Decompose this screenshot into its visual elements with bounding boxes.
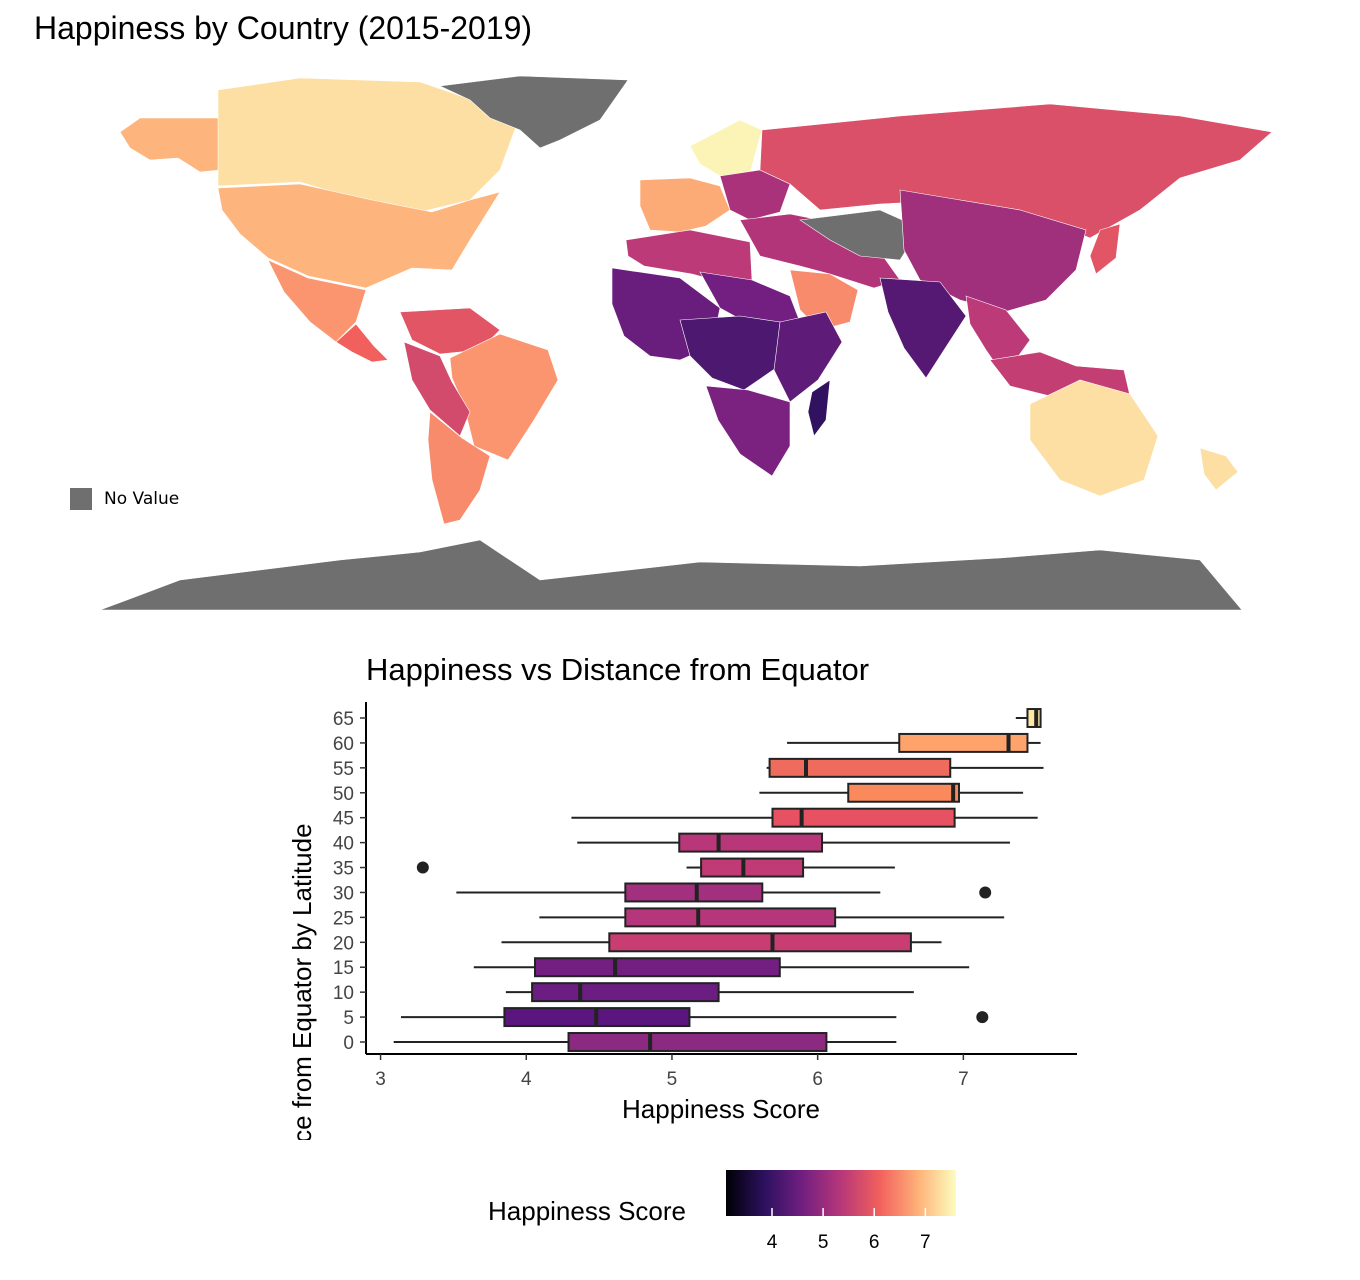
map-region-antarctica <box>99 539 1243 611</box>
box <box>534 957 781 978</box>
map-region-japan <box>1089 223 1121 275</box>
legend-tick-label: 5 <box>817 1232 829 1253</box>
box <box>768 757 952 778</box>
map-region-central-america <box>335 323 389 363</box>
y-tick-label: 0 <box>343 1033 354 1054</box>
map-region-east-africa <box>773 311 843 403</box>
map-region-saudi-arabia <box>789 269 859 331</box>
box-group-45 <box>571 807 1038 828</box>
y-tick-label: 25 <box>333 908 354 929</box>
box <box>624 907 837 928</box>
map-title: Happiness by Country (2015-2019) <box>34 10 533 46</box>
box <box>608 932 912 953</box>
box <box>1026 708 1042 728</box>
y-tick-label: 65 <box>333 709 354 730</box>
chart-title: Happiness vs Distance from Equator <box>366 652 869 687</box>
map-region-china-mongolia <box>899 189 1087 313</box>
box-group-60 <box>787 732 1041 753</box>
boxplot-chart: Happiness vs Distance from Equator Dista… <box>287 652 1077 1140</box>
x-tick-label: 5 <box>667 1069 678 1090</box>
map-region-russia <box>759 103 1273 239</box>
box-group-30 <box>456 882 992 903</box>
x-tick-label: 3 <box>375 1069 386 1090</box>
box <box>771 807 956 828</box>
legend-tick-label: 4 <box>766 1232 778 1253</box>
box-group-55 <box>766 757 1044 778</box>
y-tick-label: 45 <box>333 809 354 830</box>
box <box>567 1032 828 1052</box>
no-value-swatch <box>70 488 92 510</box>
outlier-point <box>976 1011 989 1024</box>
y-tick-label: 10 <box>333 983 354 1004</box>
legend-tick-label: 6 <box>868 1232 880 1253</box>
map-region-australia <box>1029 379 1159 497</box>
map-region-southern-africa <box>705 385 791 477</box>
box-group-35 <box>416 857 895 878</box>
box <box>678 832 824 853</box>
x-tick-label: 4 <box>521 1069 532 1090</box>
legend-colorbar <box>726 1170 956 1216</box>
y-tick-label: 5 <box>343 1008 354 1029</box>
x-axis-label: Happiness Score <box>622 1094 820 1124</box>
outlier-point <box>979 886 992 899</box>
map-region-peru-bolivia <box>403 341 471 437</box>
y-tick-label: 20 <box>333 933 354 954</box>
map-region-scandinavia <box>689 119 763 181</box>
map-region-usa <box>217 183 501 289</box>
box-group-40 <box>577 832 1010 853</box>
x-tick-label: 6 <box>812 1069 823 1090</box>
map-region-india <box>879 277 967 379</box>
y-tick-label: 55 <box>333 759 354 780</box>
y-tick-label: 50 <box>333 784 354 805</box>
map-region-western-europe <box>639 177 731 233</box>
box-group-20 <box>501 932 942 953</box>
box-group-5 <box>400 1007 989 1028</box>
map-region-new-zealand <box>1199 447 1239 491</box>
box <box>700 857 805 878</box>
map-region-central-africa <box>679 315 781 391</box>
box-group-50 <box>759 782 1024 803</box>
y-tick-label: 35 <box>333 859 354 880</box>
map-region-argentina-chile <box>427 411 491 525</box>
world-map <box>99 75 1273 611</box>
box-group-15 <box>473 957 970 978</box>
legend-tick-label: 7 <box>920 1232 931 1253</box>
box <box>624 882 764 903</box>
y-tick-label: 30 <box>333 883 354 904</box>
box-group-25 <box>539 907 1005 928</box>
map-region-madagascar <box>807 379 831 437</box>
box-group-65 <box>1015 708 1042 728</box>
no-value-label: No Value <box>104 489 180 509</box>
outlier-point <box>416 861 429 874</box>
map-region-central-asia <box>799 209 921 261</box>
y-tick-label: 60 <box>333 734 354 755</box>
box-group-0 <box>393 1032 897 1052</box>
legend-title: Happiness Score <box>488 1196 686 1226</box>
y-tick-label: 15 <box>333 958 354 979</box>
map-region-greenland <box>438 75 629 149</box>
y-tick-label: 40 <box>333 834 354 855</box>
x-tick-label: 7 <box>958 1069 969 1090</box>
box <box>898 732 1029 753</box>
map-region-mexico <box>267 259 367 343</box>
y-axis-label: Distance from Equator by Latitude <box>287 823 317 1140</box>
box-group-10 <box>505 982 914 1003</box>
box <box>847 782 960 803</box>
box <box>531 982 720 1003</box>
map-region-alaska <box>119 117 221 173</box>
